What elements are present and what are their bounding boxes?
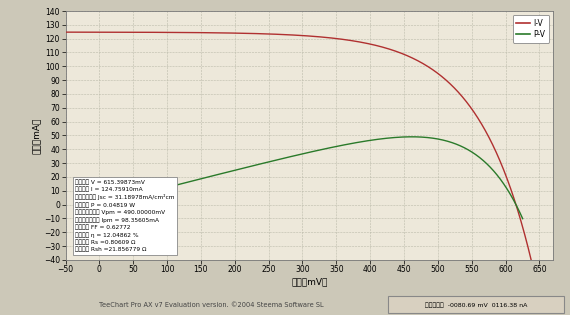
Text: TeeChart Pro AX v7 Evaluation version. ©2004 Steema Software SL: TeeChart Pro AX v7 Evaluation version. ©…	[99, 302, 323, 308]
Text: 当前坐标：  -0080.69 mV  0116.38 nA: 当前坐标： -0080.69 mV 0116.38 nA	[425, 302, 527, 307]
Y-axis label: 电流（mA）: 电流（mA）	[32, 117, 41, 154]
Legend: I-V, P-V: I-V, P-V	[512, 15, 549, 43]
X-axis label: 电压（mV）: 电压（mV）	[291, 277, 327, 286]
Text: 开路电压 V = 615.39873mV
短路电流 I = 124.75910mA
短路电流密度 Jsc = 31.18978mA/cm²cm
最大功率 P =: 开路电压 V = 615.39873mV 短路电流 I = 124.75910m…	[75, 179, 175, 252]
FancyBboxPatch shape	[388, 296, 564, 313]
